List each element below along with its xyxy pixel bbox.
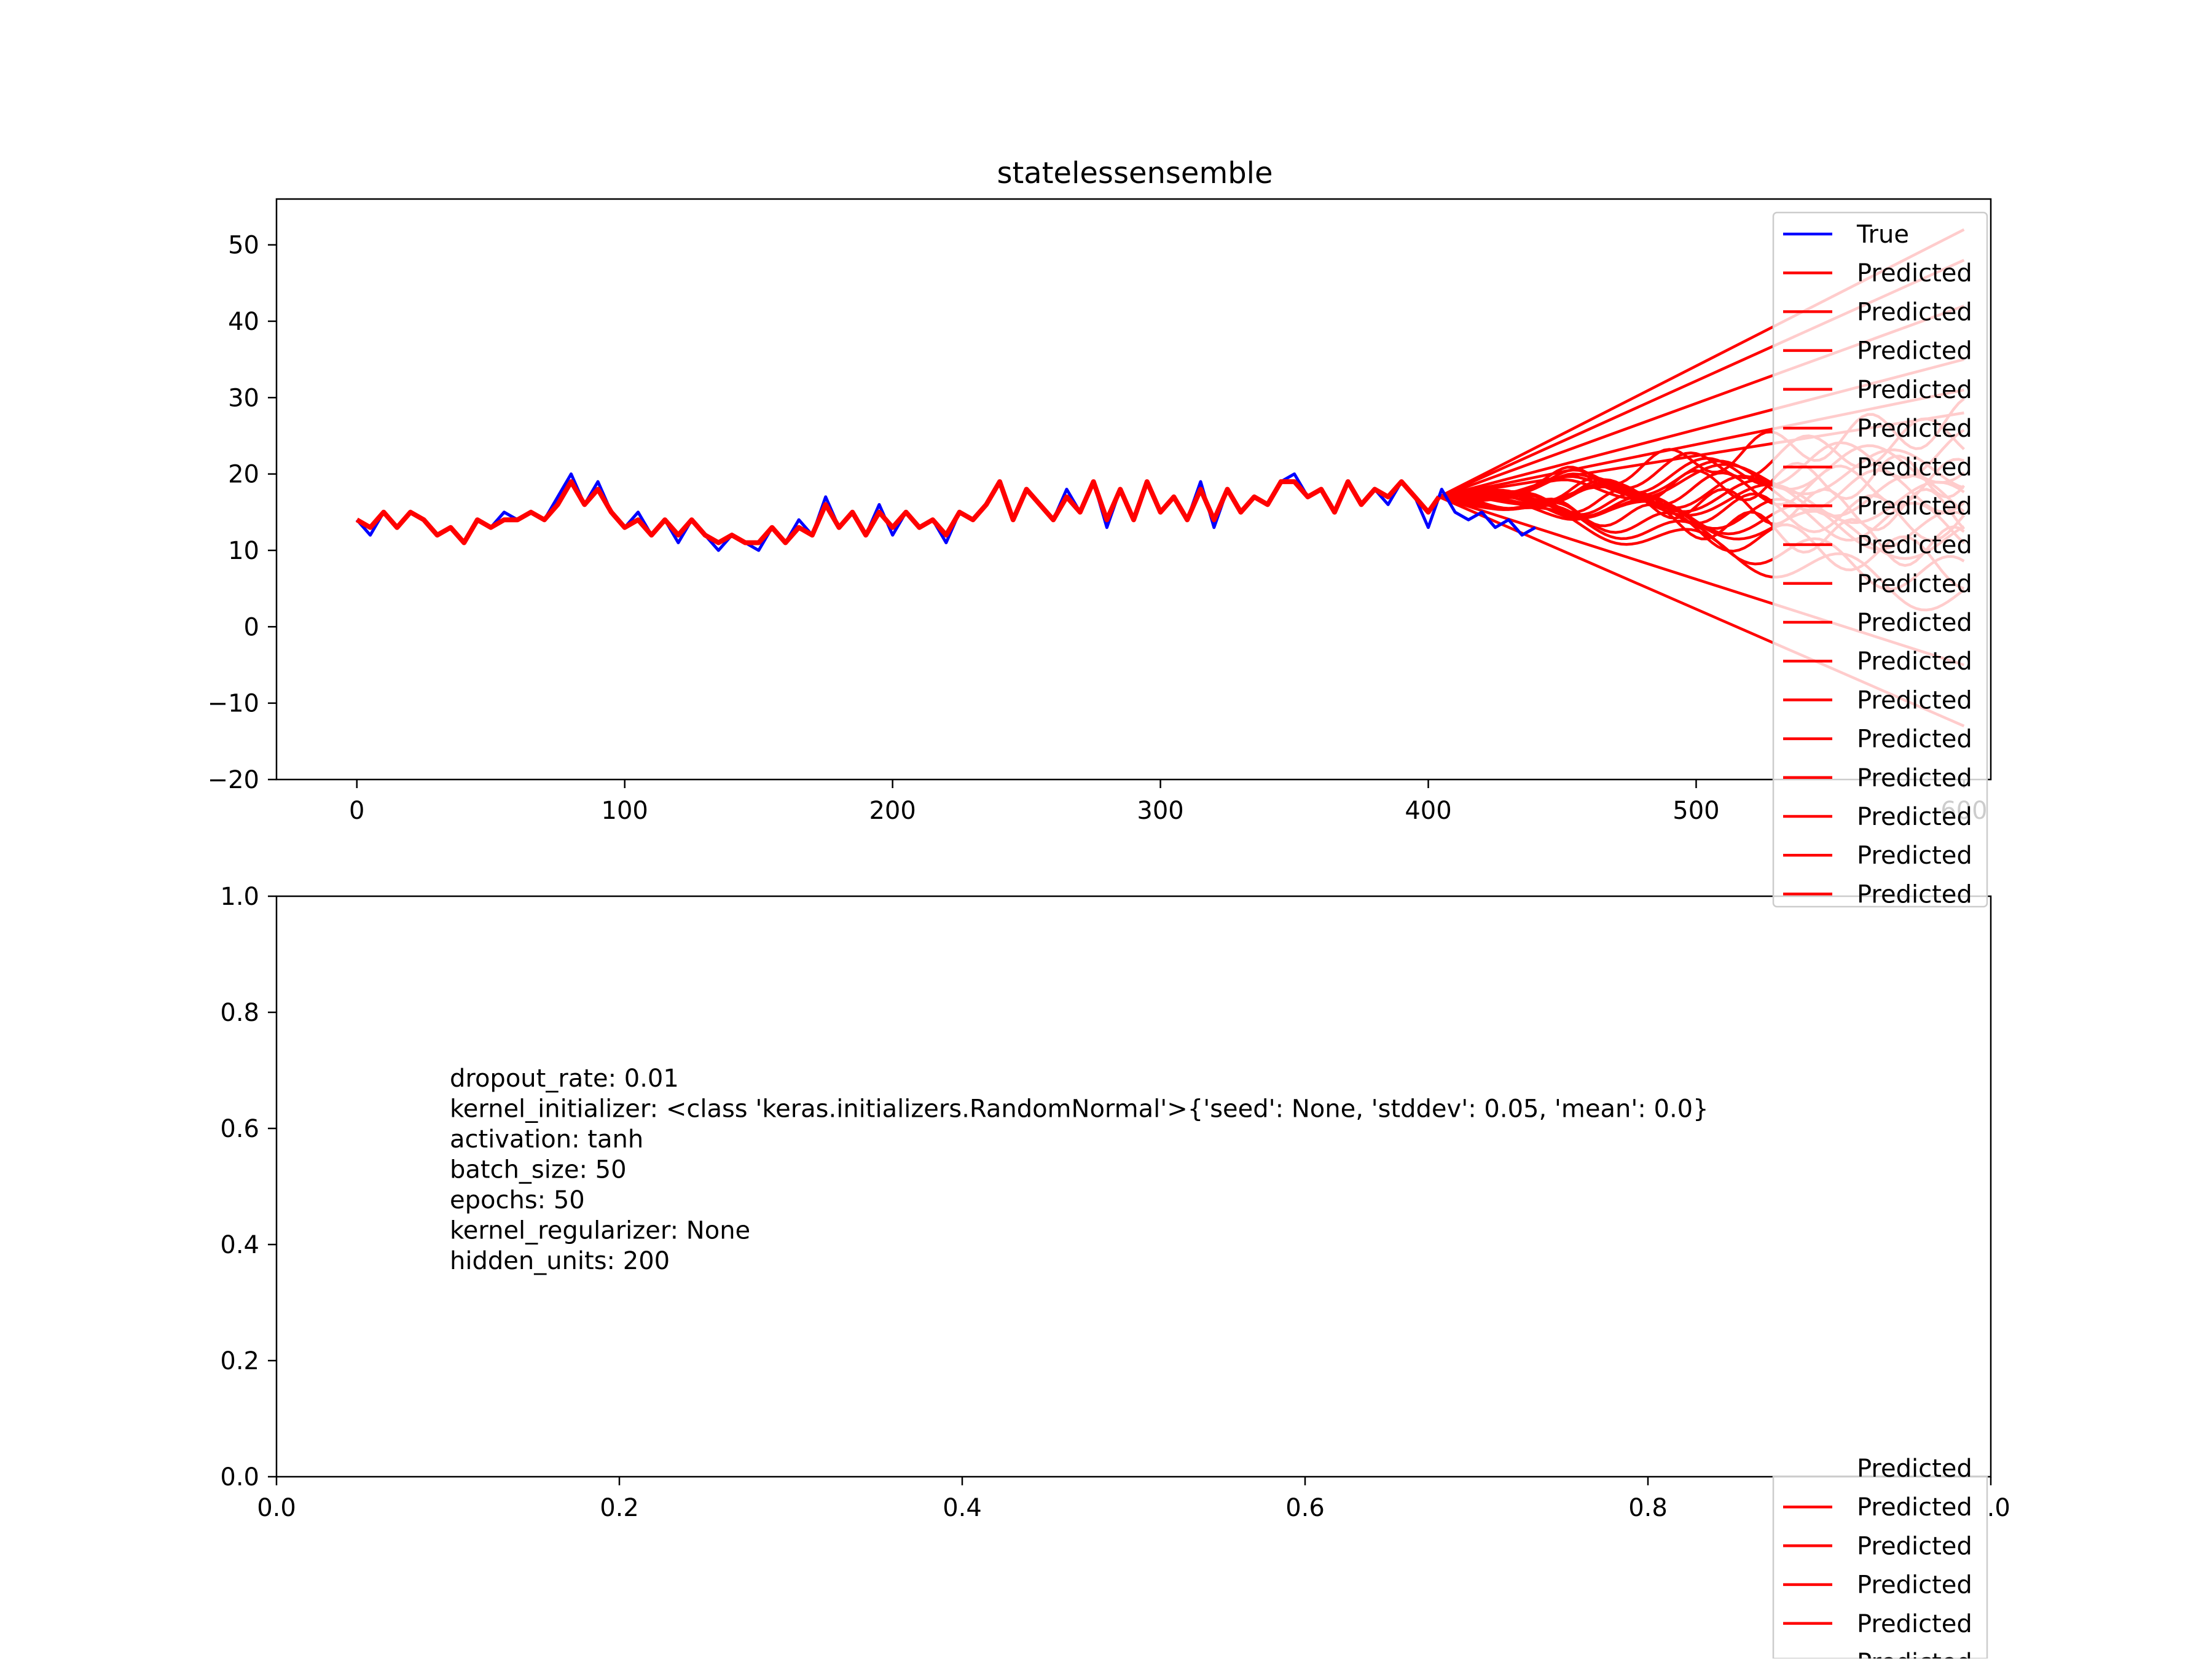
legend-label: Predicted bbox=[1857, 1610, 1972, 1638]
legend-label: Predicted bbox=[1857, 647, 1972, 676]
predicted-series-line bbox=[355, 479, 1441, 545]
x-tick-label: 0 bbox=[349, 797, 364, 825]
legend-label: Predicted bbox=[1857, 1649, 1972, 1659]
legend-label: Predicted bbox=[1857, 842, 1972, 870]
params-plot-ticks: 0.0 0.2 0.4 0.6 0.8 1.00.00.20.40.60.81.0 bbox=[220, 883, 2010, 1522]
hyperparameter-line: activation: tanh bbox=[450, 1125, 643, 1154]
legend-label: Predicted bbox=[1857, 337, 1972, 365]
hyperparameter-line: batch_size: 50 bbox=[450, 1156, 627, 1184]
legend-label: Predicted bbox=[1857, 1493, 1972, 1522]
y-tick-label: 0.8 bbox=[220, 999, 259, 1027]
legend-label: Predicted bbox=[1857, 531, 1972, 560]
legend-label: Predicted bbox=[1857, 298, 1972, 326]
legend-label: Predicted bbox=[1857, 725, 1972, 754]
x-tick-label: 0.0 bbox=[257, 1494, 296, 1522]
forecast-plot: statelessensemble 0100200300400500600−20… bbox=[208, 156, 1992, 825]
params-plot: 0.0 0.2 0.4 0.6 0.8 1.00.00.20.40.60.81.0 dro… bbox=[220, 883, 2010, 1522]
x-tick-label: 200 bbox=[869, 797, 916, 825]
legend-label: Predicted bbox=[1857, 570, 1972, 598]
legend-label: Predicted bbox=[1857, 415, 1972, 443]
hyperparameter-line: dropout_rate: 0.01 bbox=[450, 1065, 679, 1093]
x-tick-label: 100 bbox=[602, 797, 648, 825]
legend-label: Predicted bbox=[1857, 1571, 1972, 1600]
y-tick-label: −10 bbox=[208, 690, 259, 718]
legend-label: Predicted bbox=[1857, 1455, 1972, 1483]
legend-label: Predicted bbox=[1857, 803, 1972, 831]
y-tick-label: 50 bbox=[228, 232, 259, 260]
legend-label: Predicted bbox=[1857, 609, 1972, 637]
x-tick-label: 0.2 bbox=[600, 1494, 639, 1522]
y-tick-label: 30 bbox=[228, 384, 259, 412]
legend-label: Predicted bbox=[1857, 1532, 1972, 1560]
hyperparameter-line: kernel_regularizer: None bbox=[450, 1217, 750, 1245]
y-tick-label: 40 bbox=[228, 308, 259, 336]
y-tick-label: 0.6 bbox=[220, 1115, 259, 1143]
y-tick-label: 0 bbox=[244, 613, 259, 641]
hyperparameter-line: epochs: 50 bbox=[450, 1186, 585, 1214]
x-tick-label: 300 bbox=[1137, 797, 1183, 825]
x-tick-label: 400 bbox=[1405, 797, 1451, 825]
x-tick-label: 0.6 bbox=[1285, 1494, 1325, 1522]
legend: True Predicted Predicted Predicted Predicted… bbox=[1772, 211, 1988, 1661]
y-tick-label: −20 bbox=[208, 766, 259, 794]
params-plot-frame bbox=[275, 895, 1992, 1478]
x-tick-label: 500 bbox=[1673, 797, 1719, 825]
plot-title: statelessensemble bbox=[997, 156, 1273, 190]
legend-label: Predicted bbox=[1857, 453, 1972, 482]
y-tick-label: 20 bbox=[228, 461, 259, 489]
y-tick-label: 0.2 bbox=[220, 1347, 259, 1375]
legend-label: True bbox=[1856, 221, 1909, 249]
y-tick-label: 10 bbox=[228, 537, 259, 565]
legend-label: Predicted bbox=[1857, 764, 1972, 792]
y-tick-label: 0.4 bbox=[220, 1231, 259, 1259]
legend-label: Predicted bbox=[1857, 259, 1972, 287]
y-tick-label: 0.0 bbox=[220, 1463, 259, 1491]
legend-label: Predicted bbox=[1857, 376, 1972, 404]
x-tick-label: 0.4 bbox=[943, 1494, 982, 1522]
hyperparameter-line: hidden_units: 200 bbox=[450, 1247, 670, 1275]
forecast-plot-frame bbox=[275, 198, 1992, 781]
legend-box bbox=[1772, 211, 1988, 908]
y-tick-label: 1.0 bbox=[220, 883, 259, 911]
legend-label: Predicted bbox=[1857, 880, 1972, 909]
hyperparameter-line: kernel_initializer: <class 'keras.initia… bbox=[450, 1095, 1709, 1124]
legend-label: Predicted bbox=[1857, 492, 1972, 520]
legend-label: Predicted bbox=[1857, 686, 1972, 714]
x-tick-label: 0.8 bbox=[1628, 1494, 1668, 1522]
